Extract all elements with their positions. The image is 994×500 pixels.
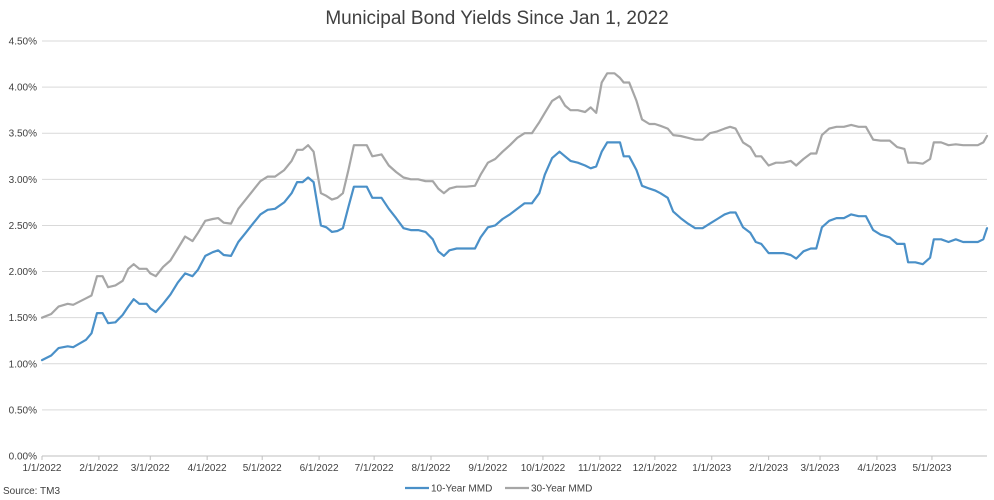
series-line-10-year-mmd bbox=[40, 141, 989, 362]
y-tick-label: 3.50% bbox=[9, 129, 37, 140]
chart-title: Municipal Bond Yields Since Jan 1, 2022 bbox=[325, 8, 668, 29]
x-tick-label: 1/1/2023 bbox=[692, 463, 731, 474]
x-tick-label: 3/1/2022 bbox=[131, 463, 170, 474]
x-tick-label: 9/1/2022 bbox=[468, 463, 507, 474]
y-tick-label: 2.50% bbox=[9, 221, 37, 232]
x-tick-label: 12/1/2022 bbox=[633, 463, 678, 474]
x-tick-label: 1/1/2022 bbox=[23, 463, 62, 474]
gridlines bbox=[42, 40, 987, 457]
x-tick-label: 7/1/2022 bbox=[355, 463, 394, 474]
y-tick-label: 0.00% bbox=[9, 452, 37, 463]
x-axis-tick-labels: 1/1/2022 2/1/2022 3/1/2022 4/1/2022 5/1/2022… bbox=[23, 456, 952, 474]
x-tick-label: 11/1/2022 bbox=[578, 463, 622, 474]
x-tick-label: 4/1/2023 bbox=[857, 463, 896, 474]
x-tick-label: 3/1/2023 bbox=[801, 463, 840, 474]
x-tick-label: 2/1/2023 bbox=[749, 463, 788, 474]
x-tick-label: 6/1/2022 bbox=[300, 463, 339, 474]
y-axis-tick-labels: 0.00% 0.50% 1.00% 1.50% 2.00% 2.50% 3.00% 3.50%… bbox=[9, 37, 37, 463]
y-tick-label: 4.50% bbox=[9, 37, 37, 48]
y-tick-label: 1.00% bbox=[9, 359, 37, 370]
source-note: Source: TM3 bbox=[3, 486, 60, 497]
y-tick-label: 4.00% bbox=[9, 83, 37, 94]
x-tick-label: 2/1/2022 bbox=[79, 463, 118, 474]
legend-label: 10-Year MMD bbox=[431, 484, 492, 495]
x-tick-label: 8/1/2022 bbox=[412, 463, 451, 474]
series-lines bbox=[40, 72, 989, 362]
y-tick-label: 2.00% bbox=[9, 267, 37, 278]
x-tick-label: 5/1/2023 bbox=[912, 463, 951, 474]
x-tick-label: 4/1/2022 bbox=[188, 463, 227, 474]
chart-legend: 10-Year MMD 30-Year MMD bbox=[405, 484, 592, 495]
x-tick-label: 5/1/2022 bbox=[243, 463, 282, 474]
series-line-30-year-mmd bbox=[40, 72, 989, 319]
x-tick-label: 10/1/2022 bbox=[521, 463, 566, 474]
y-tick-label: 0.50% bbox=[9, 405, 37, 416]
legend-label: 30-Year MMD bbox=[531, 484, 592, 495]
y-tick-label: 3.00% bbox=[9, 175, 37, 186]
y-tick-label: 1.50% bbox=[9, 313, 37, 324]
